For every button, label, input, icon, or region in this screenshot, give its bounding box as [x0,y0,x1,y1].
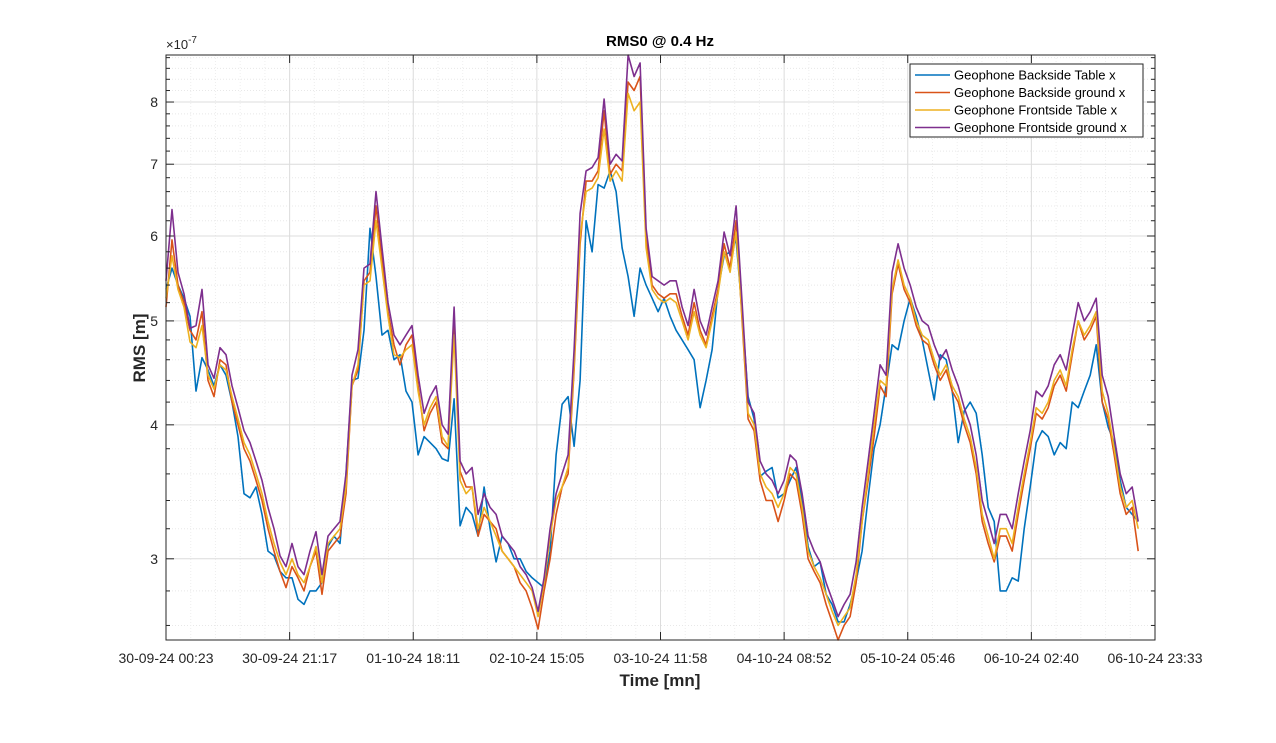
x-tick-labels: 30-09-24 00:23 30-09-24 21:17 01-10-24 18:… [119,650,1203,666]
y-exponent-base: ×10 [166,37,188,52]
axis-ticks [165,55,1156,640]
y-tick-label: 8 [150,94,158,110]
x-tick-label: 05-10-24 05:46 [860,650,955,666]
series-layer [165,54,1139,641]
legend: Geophone Backside Table x Geophone Backsi… [909,63,1144,138]
legend-label: Geophone Frontside ground x [954,120,1127,135]
legend-box [909,63,1144,138]
y-tick-label: 7 [150,156,158,172]
y-tick-label: 6 [150,228,158,244]
x-tick-label: 06-10-24 02:40 [984,650,1079,666]
legend-label: Geophone Frontside Table x [954,103,1118,118]
y-exponent-power: -7 [188,35,197,46]
major-grid [165,55,1156,640]
series-line-3 [165,92,1139,627]
x-tick-label: 06-10-24 23:33 [1108,650,1203,666]
x-tick-label: 30-09-24 00:23 [119,650,214,666]
y-exponent-label: ×10-7 [166,35,197,52]
legend-label: Geophone Backside ground x [954,85,1126,100]
x-axis-label: Time [mn] [620,671,701,690]
y-tick-label: 5 [150,313,158,329]
y-axis-label: RMS [m] [130,314,149,383]
x-tick-label: 01-10-24 18:11 [366,650,460,666]
series-line-4 [165,54,1139,618]
x-tick-label: 04-10-24 08:52 [737,650,832,666]
y-tick-label: 3 [150,551,158,567]
legend-label: Geophone Backside Table x [954,68,1116,83]
series-line-2 [165,75,1139,641]
chart-title: RMS0 @ 0.4 Hz [606,33,714,50]
y-tick-label: 4 [150,417,158,433]
x-tick-label: 30-09-24 21:17 [242,650,337,666]
x-tick-label: 02-10-24 15:05 [489,650,584,666]
y-tick-labels: 3 4 5 6 7 8 [150,94,158,567]
x-tick-label: 03-10-24 11:58 [614,650,708,666]
